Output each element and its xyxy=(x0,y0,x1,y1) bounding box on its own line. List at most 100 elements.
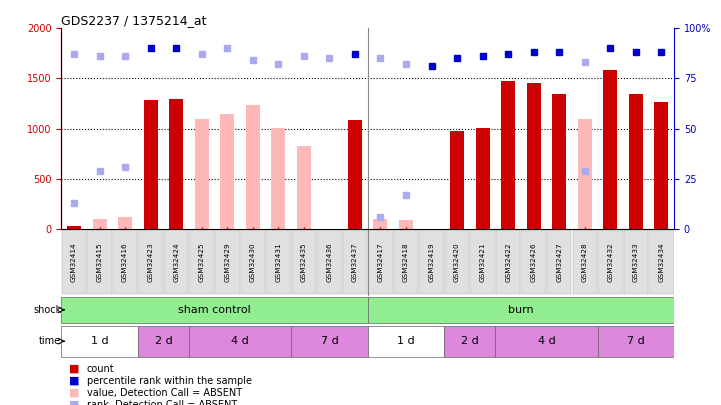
FancyBboxPatch shape xyxy=(138,326,189,357)
Bar xyxy=(552,94,566,229)
Text: 1 d: 1 d xyxy=(91,336,108,346)
Text: 7 d: 7 d xyxy=(627,336,645,346)
Bar xyxy=(399,220,413,229)
FancyBboxPatch shape xyxy=(291,326,368,357)
Text: ■: ■ xyxy=(68,376,79,386)
Text: GSM32416: GSM32416 xyxy=(122,243,128,282)
Text: percentile rank within the sample: percentile rank within the sample xyxy=(87,376,252,386)
FancyBboxPatch shape xyxy=(368,230,393,294)
Text: rank, Detection Call = ABSENT: rank, Detection Call = ABSENT xyxy=(87,400,236,405)
FancyBboxPatch shape xyxy=(394,230,418,294)
Text: GSM32421: GSM32421 xyxy=(479,243,486,282)
FancyBboxPatch shape xyxy=(164,230,188,294)
FancyBboxPatch shape xyxy=(87,230,112,294)
Text: GSM32422: GSM32422 xyxy=(505,243,511,282)
Bar xyxy=(118,217,132,229)
Text: 2 d: 2 d xyxy=(461,336,479,346)
Text: ■: ■ xyxy=(68,364,79,373)
Text: time: time xyxy=(39,336,61,346)
FancyBboxPatch shape xyxy=(190,230,214,294)
Text: GSM32418: GSM32418 xyxy=(403,243,409,282)
Text: 1 d: 1 d xyxy=(397,336,415,346)
Text: GSM32425: GSM32425 xyxy=(199,243,205,282)
FancyBboxPatch shape xyxy=(61,297,368,322)
FancyBboxPatch shape xyxy=(138,230,163,294)
Text: GSM32419: GSM32419 xyxy=(428,243,435,282)
Bar xyxy=(476,128,490,229)
Text: 4 d: 4 d xyxy=(231,336,249,346)
Text: GSM32432: GSM32432 xyxy=(607,243,614,282)
Text: GSM32436: GSM32436 xyxy=(327,243,332,282)
Text: GSM32423: GSM32423 xyxy=(148,243,154,282)
Text: GSM32431: GSM32431 xyxy=(275,243,281,282)
Text: GSM32420: GSM32420 xyxy=(454,243,460,282)
Bar xyxy=(169,98,183,229)
Bar xyxy=(220,113,234,229)
FancyBboxPatch shape xyxy=(368,297,674,322)
Bar xyxy=(501,81,516,229)
FancyBboxPatch shape xyxy=(215,230,239,294)
Bar xyxy=(92,219,107,229)
Text: 2 d: 2 d xyxy=(154,336,172,346)
Text: GSM32434: GSM32434 xyxy=(658,243,664,282)
Text: 4 d: 4 d xyxy=(538,336,555,346)
Bar xyxy=(246,104,260,229)
FancyBboxPatch shape xyxy=(495,326,598,357)
FancyBboxPatch shape xyxy=(368,326,444,357)
Text: GSM32429: GSM32429 xyxy=(224,243,230,282)
FancyBboxPatch shape xyxy=(547,230,572,294)
FancyBboxPatch shape xyxy=(649,230,673,294)
Text: count: count xyxy=(87,364,114,373)
Text: GSM32430: GSM32430 xyxy=(249,243,256,282)
Text: GSM32433: GSM32433 xyxy=(633,243,639,282)
Bar xyxy=(629,94,643,229)
Text: GSM32414: GSM32414 xyxy=(71,243,77,282)
Bar xyxy=(195,119,209,229)
Text: burn: burn xyxy=(508,305,534,315)
FancyBboxPatch shape xyxy=(521,230,546,294)
FancyBboxPatch shape xyxy=(317,230,342,294)
Text: GSM32427: GSM32427 xyxy=(556,243,562,282)
Text: shock: shock xyxy=(33,305,61,315)
Bar xyxy=(526,83,541,229)
Bar xyxy=(578,119,592,229)
Text: GSM32415: GSM32415 xyxy=(97,243,102,282)
Bar xyxy=(450,131,464,229)
Bar xyxy=(67,226,81,229)
Bar xyxy=(373,219,387,229)
FancyBboxPatch shape xyxy=(241,230,265,294)
Bar xyxy=(348,119,362,229)
FancyBboxPatch shape xyxy=(62,230,87,294)
Text: GDS2237 / 1375214_at: GDS2237 / 1375214_at xyxy=(61,14,207,27)
Text: 7 d: 7 d xyxy=(321,336,338,346)
Text: ■: ■ xyxy=(68,400,79,405)
FancyBboxPatch shape xyxy=(189,326,291,357)
FancyBboxPatch shape xyxy=(266,230,291,294)
Text: sham control: sham control xyxy=(178,305,251,315)
Text: GSM32428: GSM32428 xyxy=(582,243,588,282)
Text: value, Detection Call = ABSENT: value, Detection Call = ABSENT xyxy=(87,388,242,398)
FancyBboxPatch shape xyxy=(624,230,648,294)
FancyBboxPatch shape xyxy=(61,326,138,357)
Bar xyxy=(297,146,311,229)
FancyBboxPatch shape xyxy=(470,230,495,294)
FancyBboxPatch shape xyxy=(598,326,674,357)
Text: GSM32435: GSM32435 xyxy=(301,243,307,282)
Text: GSM32417: GSM32417 xyxy=(378,243,384,282)
FancyBboxPatch shape xyxy=(113,230,138,294)
Bar xyxy=(143,100,158,229)
FancyBboxPatch shape xyxy=(445,230,469,294)
Bar xyxy=(655,102,668,229)
Text: ■: ■ xyxy=(68,388,79,398)
Text: GSM32424: GSM32424 xyxy=(173,243,180,282)
FancyBboxPatch shape xyxy=(420,230,444,294)
Bar xyxy=(603,70,617,229)
Bar xyxy=(271,128,286,229)
FancyBboxPatch shape xyxy=(572,230,597,294)
FancyBboxPatch shape xyxy=(444,326,495,357)
FancyBboxPatch shape xyxy=(342,230,367,294)
FancyBboxPatch shape xyxy=(496,230,521,294)
FancyBboxPatch shape xyxy=(291,230,316,294)
Text: GSM32426: GSM32426 xyxy=(531,243,536,282)
FancyBboxPatch shape xyxy=(598,230,622,294)
